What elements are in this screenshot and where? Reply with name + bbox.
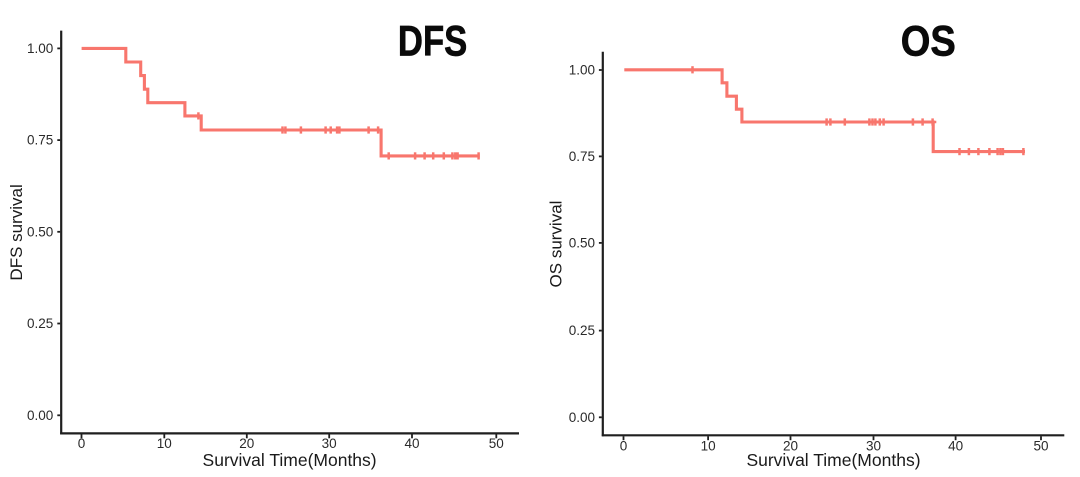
svg-text:20: 20 <box>239 436 254 451</box>
svg-text:1.00: 1.00 <box>27 41 53 56</box>
svg-text:Survival Time(Months): Survival Time(Months) <box>746 450 920 470</box>
svg-text:50: 50 <box>489 436 504 451</box>
svg-text:OS: OS <box>901 17 956 65</box>
svg-text:OS survival: OS survival <box>546 201 565 288</box>
svg-text:40: 40 <box>404 436 419 451</box>
svg-text:0: 0 <box>620 438 628 453</box>
svg-text:1.00: 1.00 <box>569 63 595 78</box>
svg-text:0.50: 0.50 <box>27 224 53 239</box>
svg-text:0.75: 0.75 <box>27 133 53 148</box>
svg-text:DFS survival: DFS survival <box>7 184 26 280</box>
svg-text:0.00: 0.00 <box>569 410 595 425</box>
svg-text:30: 30 <box>866 438 881 453</box>
svg-text:10: 10 <box>157 436 172 451</box>
svg-text:Survival Time(Months): Survival Time(Months) <box>203 450 377 470</box>
svg-text:50: 50 <box>1033 438 1048 453</box>
svg-text:10: 10 <box>701 438 716 453</box>
svg-text:0.75: 0.75 <box>569 149 595 164</box>
svg-text:0.25: 0.25 <box>27 316 53 331</box>
svg-text:0: 0 <box>78 436 86 451</box>
svg-text:DFS: DFS <box>398 18 467 65</box>
svg-text:0.25: 0.25 <box>569 323 595 338</box>
svg-text:0.00: 0.00 <box>27 408 53 423</box>
svg-text:30: 30 <box>322 436 337 451</box>
svg-text:40: 40 <box>948 438 963 453</box>
svg-text:20: 20 <box>783 438 798 453</box>
svg-text:0.50: 0.50 <box>569 236 595 251</box>
